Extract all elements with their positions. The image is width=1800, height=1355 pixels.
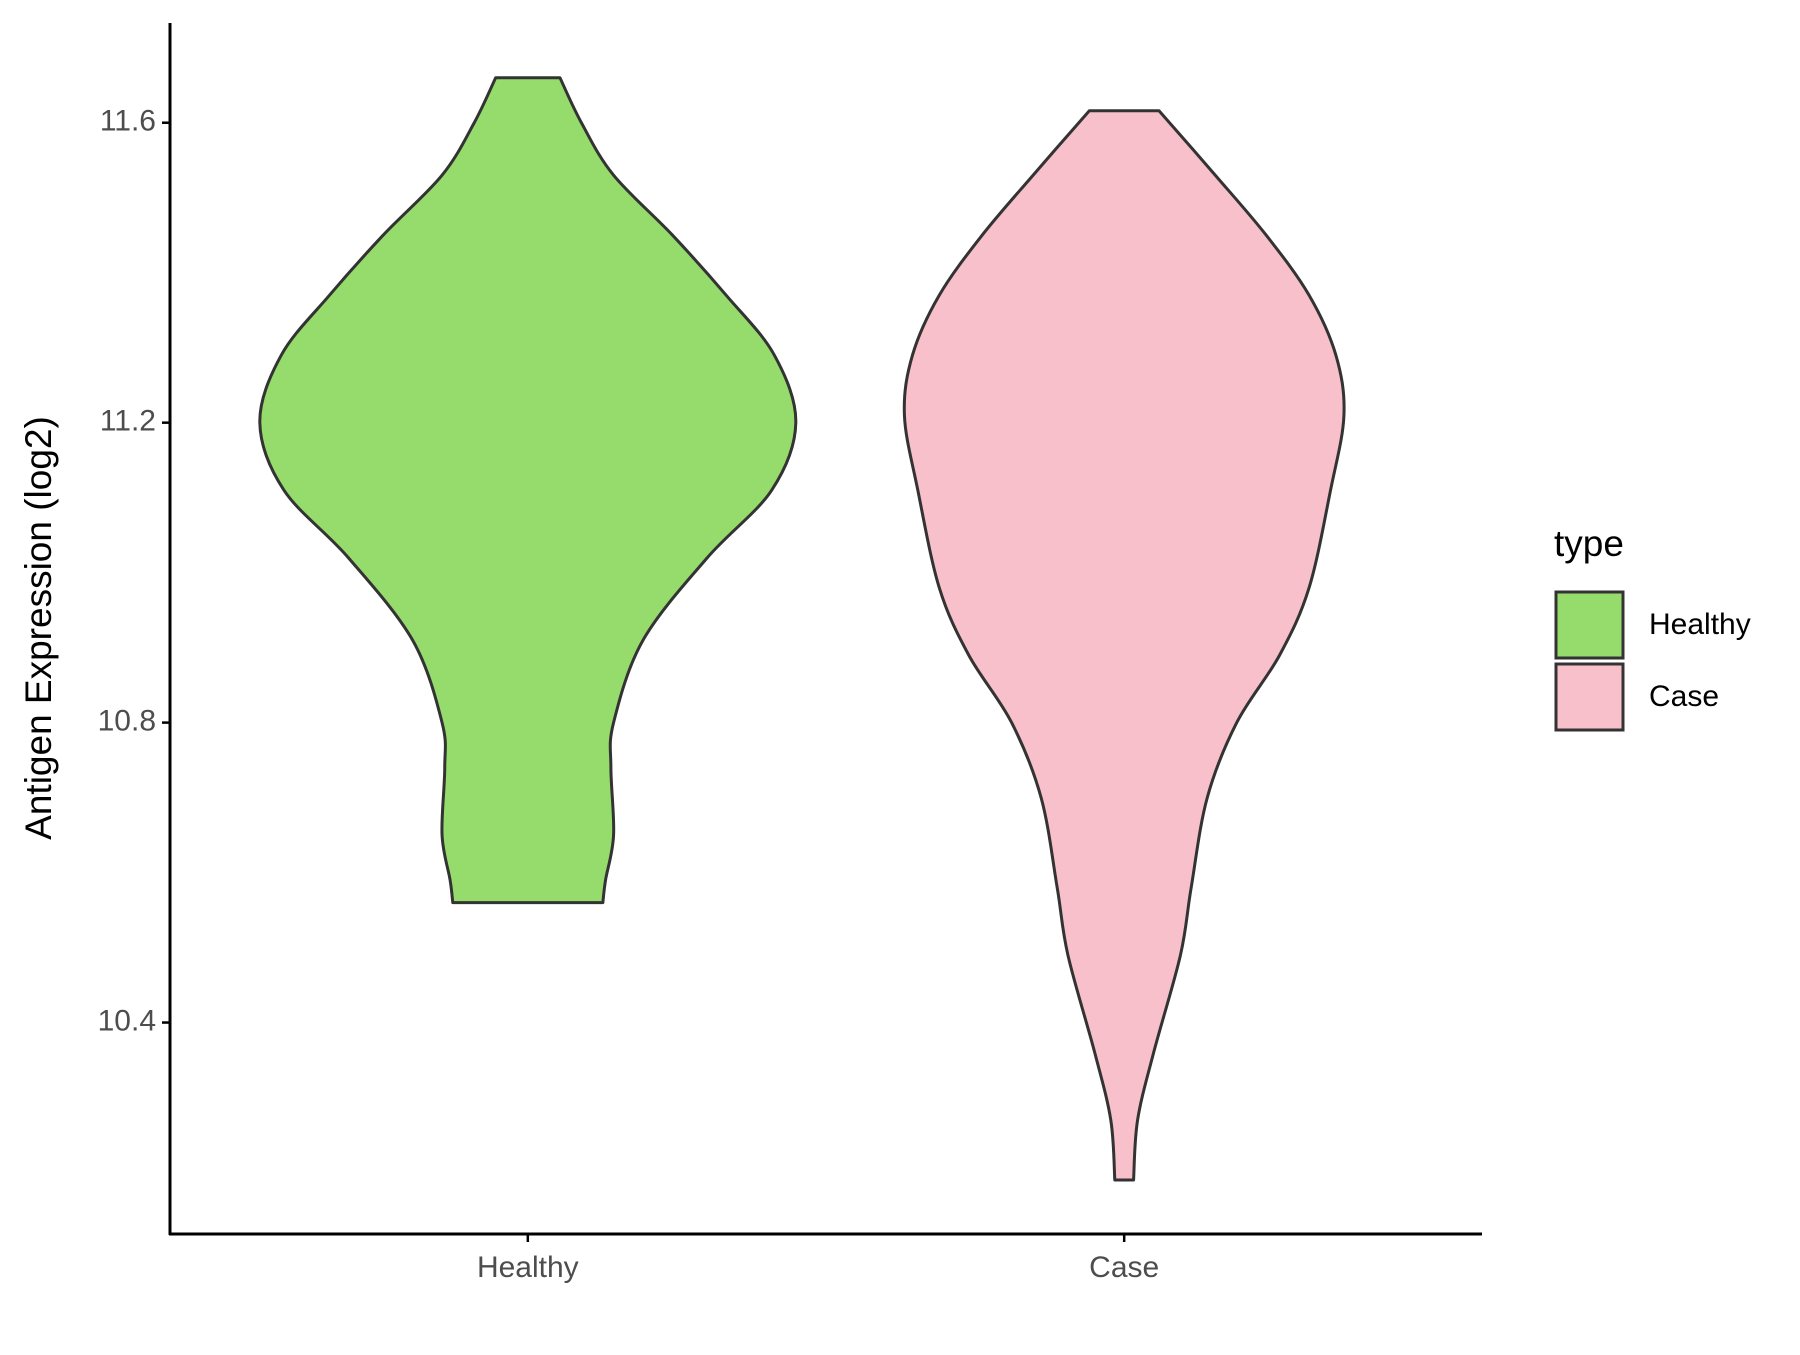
violin (902, 109, 1346, 1182)
y-tick-label: 11.6 (100, 105, 156, 138)
y-tick-label: 10.4 (98, 1004, 156, 1037)
y-tick-label: 10.8 (98, 705, 156, 738)
y-tick-label: 11.2 (100, 405, 156, 438)
y-axis-title: Antigen Expression (log2) (18, 416, 59, 840)
legend-key (1554, 590, 1625, 660)
legend-key (1554, 662, 1625, 732)
x-tick-label: Healthy (477, 1251, 579, 1284)
legend-label: Healthy (1649, 608, 1751, 641)
legend-title: type (1554, 523, 1624, 564)
x-tick-label: Case (1089, 1251, 1159, 1284)
violin (258, 76, 798, 905)
legend-label: Case (1649, 680, 1719, 713)
